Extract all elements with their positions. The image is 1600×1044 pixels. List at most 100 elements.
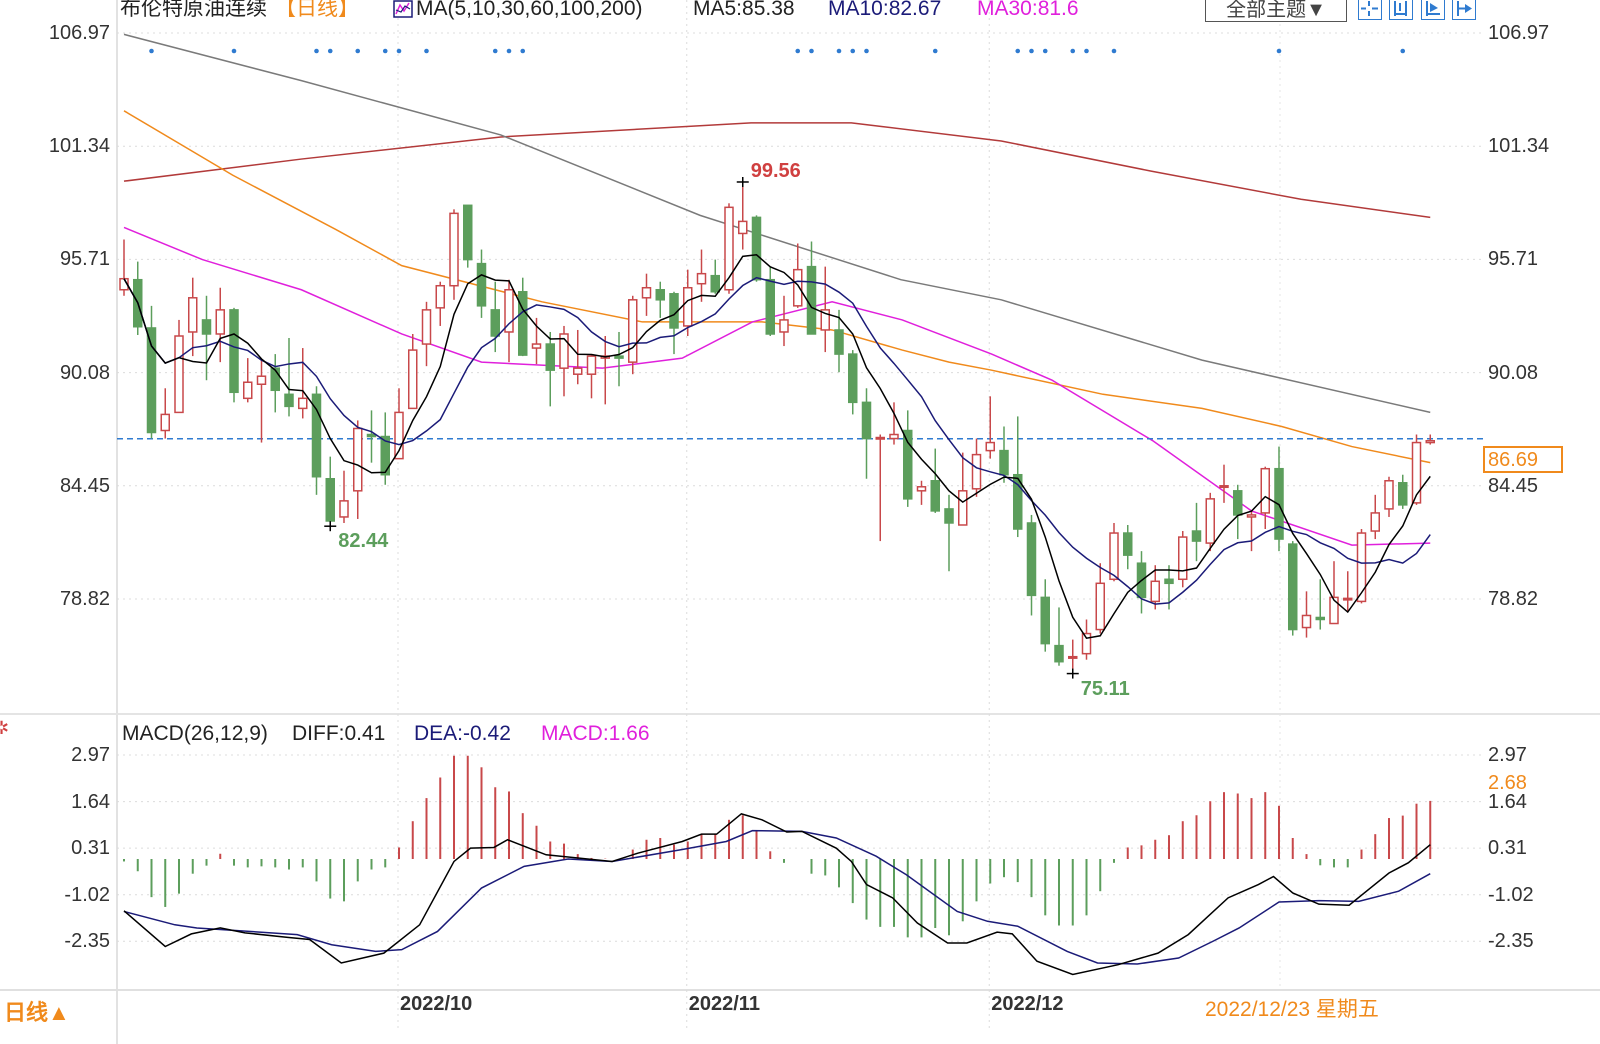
candle: [1178, 531, 1188, 588]
candle-body: [1343, 597, 1353, 601]
candle-body: [586, 355, 597, 375]
macd-params: MACD(26,12,9): [122, 722, 268, 745]
candle-body: [916, 486, 927, 492]
candle: [380, 412, 390, 485]
candle-body: [641, 286, 652, 299]
candle: [559, 325, 569, 397]
price-tick-left: 106.97: [48, 22, 110, 44]
candle: [1150, 565, 1160, 610]
candle-body: [298, 397, 308, 410]
candle: [504, 279, 514, 363]
cursor-date-label: 2022/12/23 星期五: [1205, 993, 1379, 1023]
candle: [1219, 464, 1229, 503]
signal-dot: [850, 48, 856, 54]
candle-body: [256, 375, 267, 386]
candle-body: [1301, 614, 1312, 629]
dea-line: [123, 829, 1431, 965]
candle-body: [1315, 616, 1325, 621]
candle-body: [628, 299, 638, 363]
candle: [889, 402, 899, 445]
candle-body: [559, 333, 569, 369]
candle-body: [751, 216, 762, 281]
candle: [1191, 502, 1202, 562]
instrument-title: 布伦特原油连续: [120, 0, 267, 20]
macd-hist-value: MACD:1.66: [541, 722, 650, 745]
ma10-line: [123, 276, 1431, 605]
candle: [1123, 524, 1133, 570]
candle: [765, 266, 775, 336]
candle: [683, 269, 693, 336]
signal-dot: [795, 48, 801, 54]
ma30-line: [123, 226, 1431, 546]
x-tick-label: 2022/10: [400, 993, 473, 1015]
signal-dot: [864, 48, 869, 54]
signal-dot: [836, 48, 842, 54]
candle: [586, 354, 597, 399]
diff-line: [123, 813, 1431, 976]
ma-settings-icon[interactable]: [393, 0, 413, 18]
candle-body: [311, 393, 322, 478]
candle: [1288, 541, 1298, 636]
candle-body: [793, 268, 803, 307]
candle-body: [1150, 580, 1160, 603]
signal-dot: [424, 48, 429, 54]
signal-dot: [149, 48, 154, 54]
candle-body: [366, 433, 377, 438]
candle: [930, 448, 940, 513]
price-tick-right: 78.82: [1488, 587, 1539, 610]
candle: [1095, 563, 1105, 634]
jump-end-button[interactable]: [1452, 0, 1476, 20]
indicator-settings-icon[interactable]: ✲: [0, 718, 10, 738]
candle: [1260, 466, 1270, 530]
candle: [146, 305, 157, 439]
signal-dot: [1029, 48, 1034, 54]
price-tick-right: 101.34: [1488, 135, 1550, 158]
candle-body: [229, 309, 239, 394]
candle-body: [1191, 530, 1202, 542]
theme-select-dropdown[interactable]: 全部主题▼: [1205, 0, 1347, 22]
candle: [751, 215, 762, 282]
candle-body: [806, 265, 817, 335]
signal-dot: [1276, 48, 1282, 54]
candle-body: [1026, 522, 1037, 597]
candle-body: [944, 508, 954, 524]
candle: [215, 287, 225, 363]
candle-body: [380, 435, 390, 476]
candle: [119, 239, 129, 296]
crosshair-button[interactable]: [1358, 0, 1382, 20]
signal-dot: [382, 48, 388, 54]
candle-body: [449, 212, 459, 287]
candle-body: [1260, 467, 1270, 514]
zoom-range-button[interactable]: [1389, 0, 1413, 20]
play-step-button[interactable]: [1421, 0, 1445, 20]
candle: [463, 204, 473, 268]
candle: [1356, 529, 1367, 604]
candle-body: [476, 262, 487, 307]
jump-end-icon: [1457, 1, 1472, 16]
candle-body: [655, 289, 665, 301]
macd-tick-left: 1.64: [71, 790, 110, 813]
candle-body: [1329, 596, 1339, 625]
candle-body: [421, 309, 432, 345]
candle: [201, 295, 212, 381]
candle-body: [875, 436, 885, 440]
candle-body: [188, 297, 198, 333]
period-label: 【日线】: [275, 0, 359, 20]
price-tick-left: 90.08: [59, 361, 110, 384]
candle: [985, 396, 995, 459]
candle-body: [1013, 473, 1023, 530]
candle: [229, 307, 239, 403]
current-price-box: 86.69: [1483, 446, 1563, 473]
candle-body: [903, 429, 913, 500]
candle-body: [985, 441, 995, 452]
candle-body: [174, 335, 184, 414]
candle: [490, 281, 500, 353]
candle: [1246, 510, 1257, 552]
candle: [916, 480, 927, 505]
period-toggle-button[interactable]: 日线▲: [4, 1000, 70, 1025]
signal-dot: [1070, 48, 1076, 54]
signal-dot: [314, 48, 319, 54]
candle: [738, 181, 748, 250]
macd-diff-value: DIFF:0.41: [292, 722, 386, 745]
